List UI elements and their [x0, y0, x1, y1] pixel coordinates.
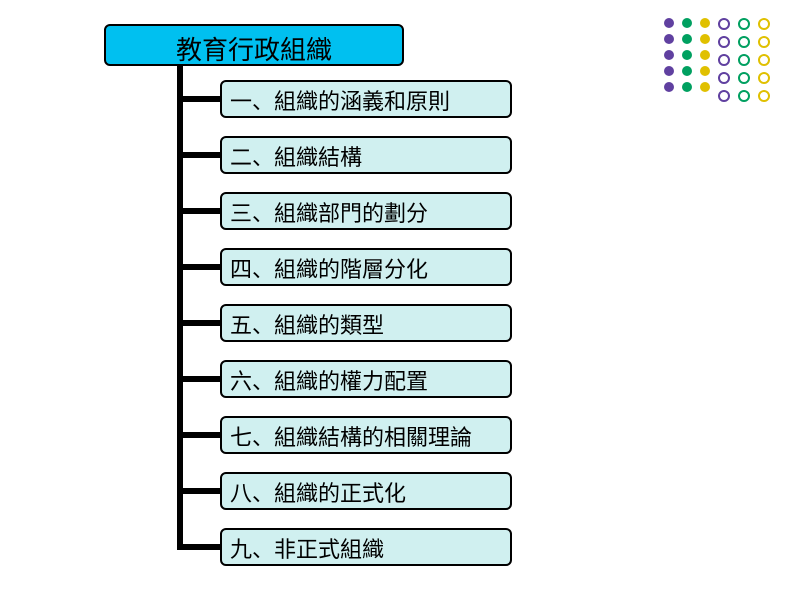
- trunk-line: [177, 66, 183, 550]
- child-node: 二、組織結構: [220, 136, 512, 174]
- root-node: 教育行政組織: [104, 24, 404, 66]
- child-node: 八、組織的正式化: [220, 472, 512, 510]
- deco-ring: [758, 90, 770, 102]
- deco-col-1: [664, 18, 674, 102]
- deco-dot: [682, 82, 692, 92]
- child-label: 五、組織的類型: [230, 313, 384, 338]
- root-label: 教育行政組織: [176, 35, 332, 65]
- branch-line: [177, 152, 220, 158]
- branch-line: [177, 96, 220, 102]
- deco-dot: [682, 50, 692, 60]
- deco-dot: [664, 82, 674, 92]
- child-label: 四、組織的階層分化: [230, 257, 428, 282]
- deco-ring: [738, 54, 750, 66]
- deco-col-3: [700, 18, 710, 102]
- deco-dot: [700, 82, 710, 92]
- deco-dot: [664, 66, 674, 76]
- child-node: 六、組織的權力配置: [220, 360, 512, 398]
- deco-ring: [718, 18, 730, 30]
- branch-line: [177, 376, 220, 382]
- corner-decoration: [664, 18, 770, 102]
- child-node: 四、組織的階層分化: [220, 248, 512, 286]
- child-node: 三、組織部門的劃分: [220, 192, 512, 230]
- child-node: 九、非正式組織: [220, 528, 512, 566]
- deco-dot: [682, 18, 692, 28]
- child-label: 三、組織部門的劃分: [230, 201, 428, 226]
- deco-dot: [664, 34, 674, 44]
- child-label: 七、組織結構的相關理論: [230, 425, 472, 450]
- deco-ring: [718, 72, 730, 84]
- child-node: 一、組織的涵義和原則: [220, 80, 512, 118]
- deco-ring: [738, 90, 750, 102]
- child-label: 二、組織結構: [230, 145, 362, 170]
- deco-col-4: [718, 18, 730, 102]
- child-node: 五、組織的類型: [220, 304, 512, 342]
- branch-line: [177, 544, 220, 550]
- deco-col-6: [758, 18, 770, 102]
- branch-line: [177, 320, 220, 326]
- child-label: 六、組織的權力配置: [230, 369, 428, 394]
- deco-ring: [758, 18, 770, 30]
- deco-ring: [758, 72, 770, 84]
- deco-dot: [700, 18, 710, 28]
- branch-line: [177, 208, 220, 214]
- deco-ring: [758, 54, 770, 66]
- branch-line: [177, 264, 220, 270]
- branch-line: [177, 488, 220, 494]
- deco-ring: [718, 36, 730, 48]
- deco-ring: [738, 18, 750, 30]
- deco-dot: [700, 50, 710, 60]
- child-label: 九、非正式組織: [230, 537, 384, 562]
- deco-dot: [700, 66, 710, 76]
- deco-ring: [718, 54, 730, 66]
- branch-line: [177, 432, 220, 438]
- deco-col-2: [682, 18, 692, 102]
- child-node: 七、組織結構的相關理論: [220, 416, 512, 454]
- child-label: 八、組織的正式化: [230, 481, 406, 506]
- deco-ring: [718, 90, 730, 102]
- deco-col-5: [738, 18, 750, 102]
- deco-ring: [738, 36, 750, 48]
- deco-dot: [700, 34, 710, 44]
- deco-dot: [664, 18, 674, 28]
- deco-dot: [682, 66, 692, 76]
- deco-dot: [664, 50, 674, 60]
- deco-dot: [682, 34, 692, 44]
- deco-ring: [738, 72, 750, 84]
- deco-ring: [758, 36, 770, 48]
- child-label: 一、組織的涵義和原則: [230, 89, 450, 114]
